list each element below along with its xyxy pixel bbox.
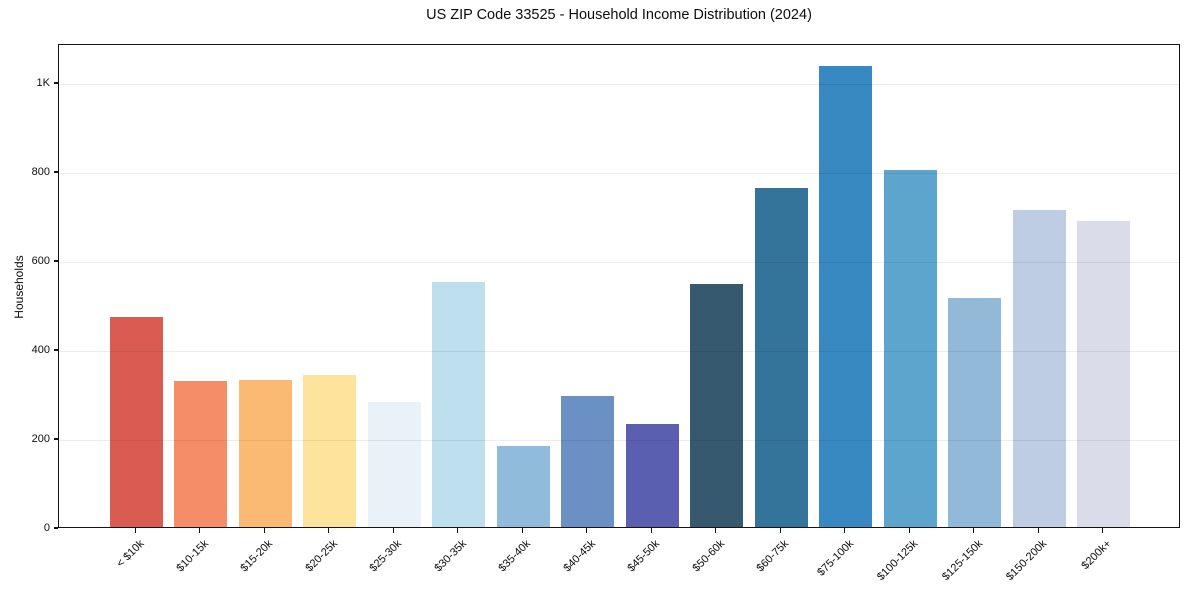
bar	[819, 66, 873, 527]
x-tick-mark	[1037, 528, 1039, 533]
x-tick-mark	[973, 528, 975, 533]
y-gridline	[59, 83, 1179, 85]
x-tick-label: $75-100k	[815, 537, 856, 579]
x-tick-label: $10-15k	[174, 537, 211, 575]
x-tick-label: $50-60k	[690, 537, 727, 575]
bar	[1077, 220, 1131, 527]
x-tick-label: $100-125k	[875, 537, 921, 584]
bar	[625, 424, 679, 527]
x-tick-mark	[134, 528, 136, 533]
x-tick-label: $20-25k	[303, 537, 340, 575]
x-tick-mark	[650, 528, 652, 533]
x-tick-label: $15-20k	[238, 537, 276, 575]
x-tick-mark	[521, 528, 523, 533]
x-tick-mark	[199, 528, 201, 533]
bar	[754, 188, 808, 527]
bar	[367, 402, 421, 527]
bar	[174, 381, 228, 527]
y-tick-mark	[53, 260, 58, 262]
bar	[561, 396, 615, 527]
bar	[109, 317, 163, 527]
x-tick-mark	[715, 528, 717, 533]
x-axis: < $10k $10-15k $15-20k $20-25k $25-30k $30-35…	[58, 528, 1180, 590]
bar	[238, 379, 292, 527]
x-tick-label: $45-50k	[625, 537, 663, 575]
x-tick-mark	[457, 528, 459, 533]
plot-area	[58, 44, 1180, 528]
x-tick-mark	[392, 528, 394, 533]
y-gridline	[59, 172, 1179, 174]
y-tick-mark	[53, 171, 58, 173]
x-tick-mark	[328, 528, 330, 533]
bar	[496, 446, 550, 527]
x-tick-label: $35-40k	[496, 537, 534, 575]
y-tick-label: 0	[43, 521, 50, 534]
x-tick-label: $200k+	[1079, 537, 1114, 572]
x-tick-label: $30-35k	[432, 537, 469, 575]
y-tick-label: 600	[31, 254, 50, 267]
y-tick-mark	[53, 82, 58, 84]
y-tick-mark	[53, 438, 58, 440]
x-tick-mark	[263, 528, 265, 533]
x-tick-label: < $10k	[114, 537, 147, 570]
y-tick-label: 800	[31, 165, 50, 178]
bar	[948, 297, 1002, 527]
x-tick-mark	[1102, 528, 1104, 533]
y-gridline	[59, 439, 1179, 441]
x-tick-mark	[586, 528, 588, 533]
x-tick-mark	[779, 528, 781, 533]
x-tick-label: $40-45k	[561, 537, 598, 575]
bar	[883, 170, 937, 527]
y-axis: 0 200 400 600 800 1K	[0, 44, 58, 534]
bar	[303, 374, 357, 527]
y-gridline	[59, 350, 1179, 352]
y-tick-mark	[53, 349, 58, 351]
x-tick-label: $150-200k	[1004, 537, 1050, 584]
y-tick-label: 1K	[36, 76, 50, 89]
bar	[690, 283, 744, 527]
y-gridline	[59, 261, 1179, 263]
bar	[432, 282, 486, 527]
x-tick-label: $25-30k	[367, 537, 405, 575]
x-tick-mark	[908, 528, 910, 533]
x-tick-label: $125-150k	[939, 537, 985, 584]
x-tick-mark	[844, 528, 846, 533]
y-tick-label: 200	[31, 432, 50, 445]
chart-title: US ZIP Code 33525 - Household Income Dis…	[426, 7, 812, 23]
bar	[1012, 210, 1066, 527]
x-tick-label: $60-75k	[754, 537, 792, 575]
y-tick-mark	[53, 527, 58, 529]
y-tick-label: 400	[31, 343, 50, 356]
